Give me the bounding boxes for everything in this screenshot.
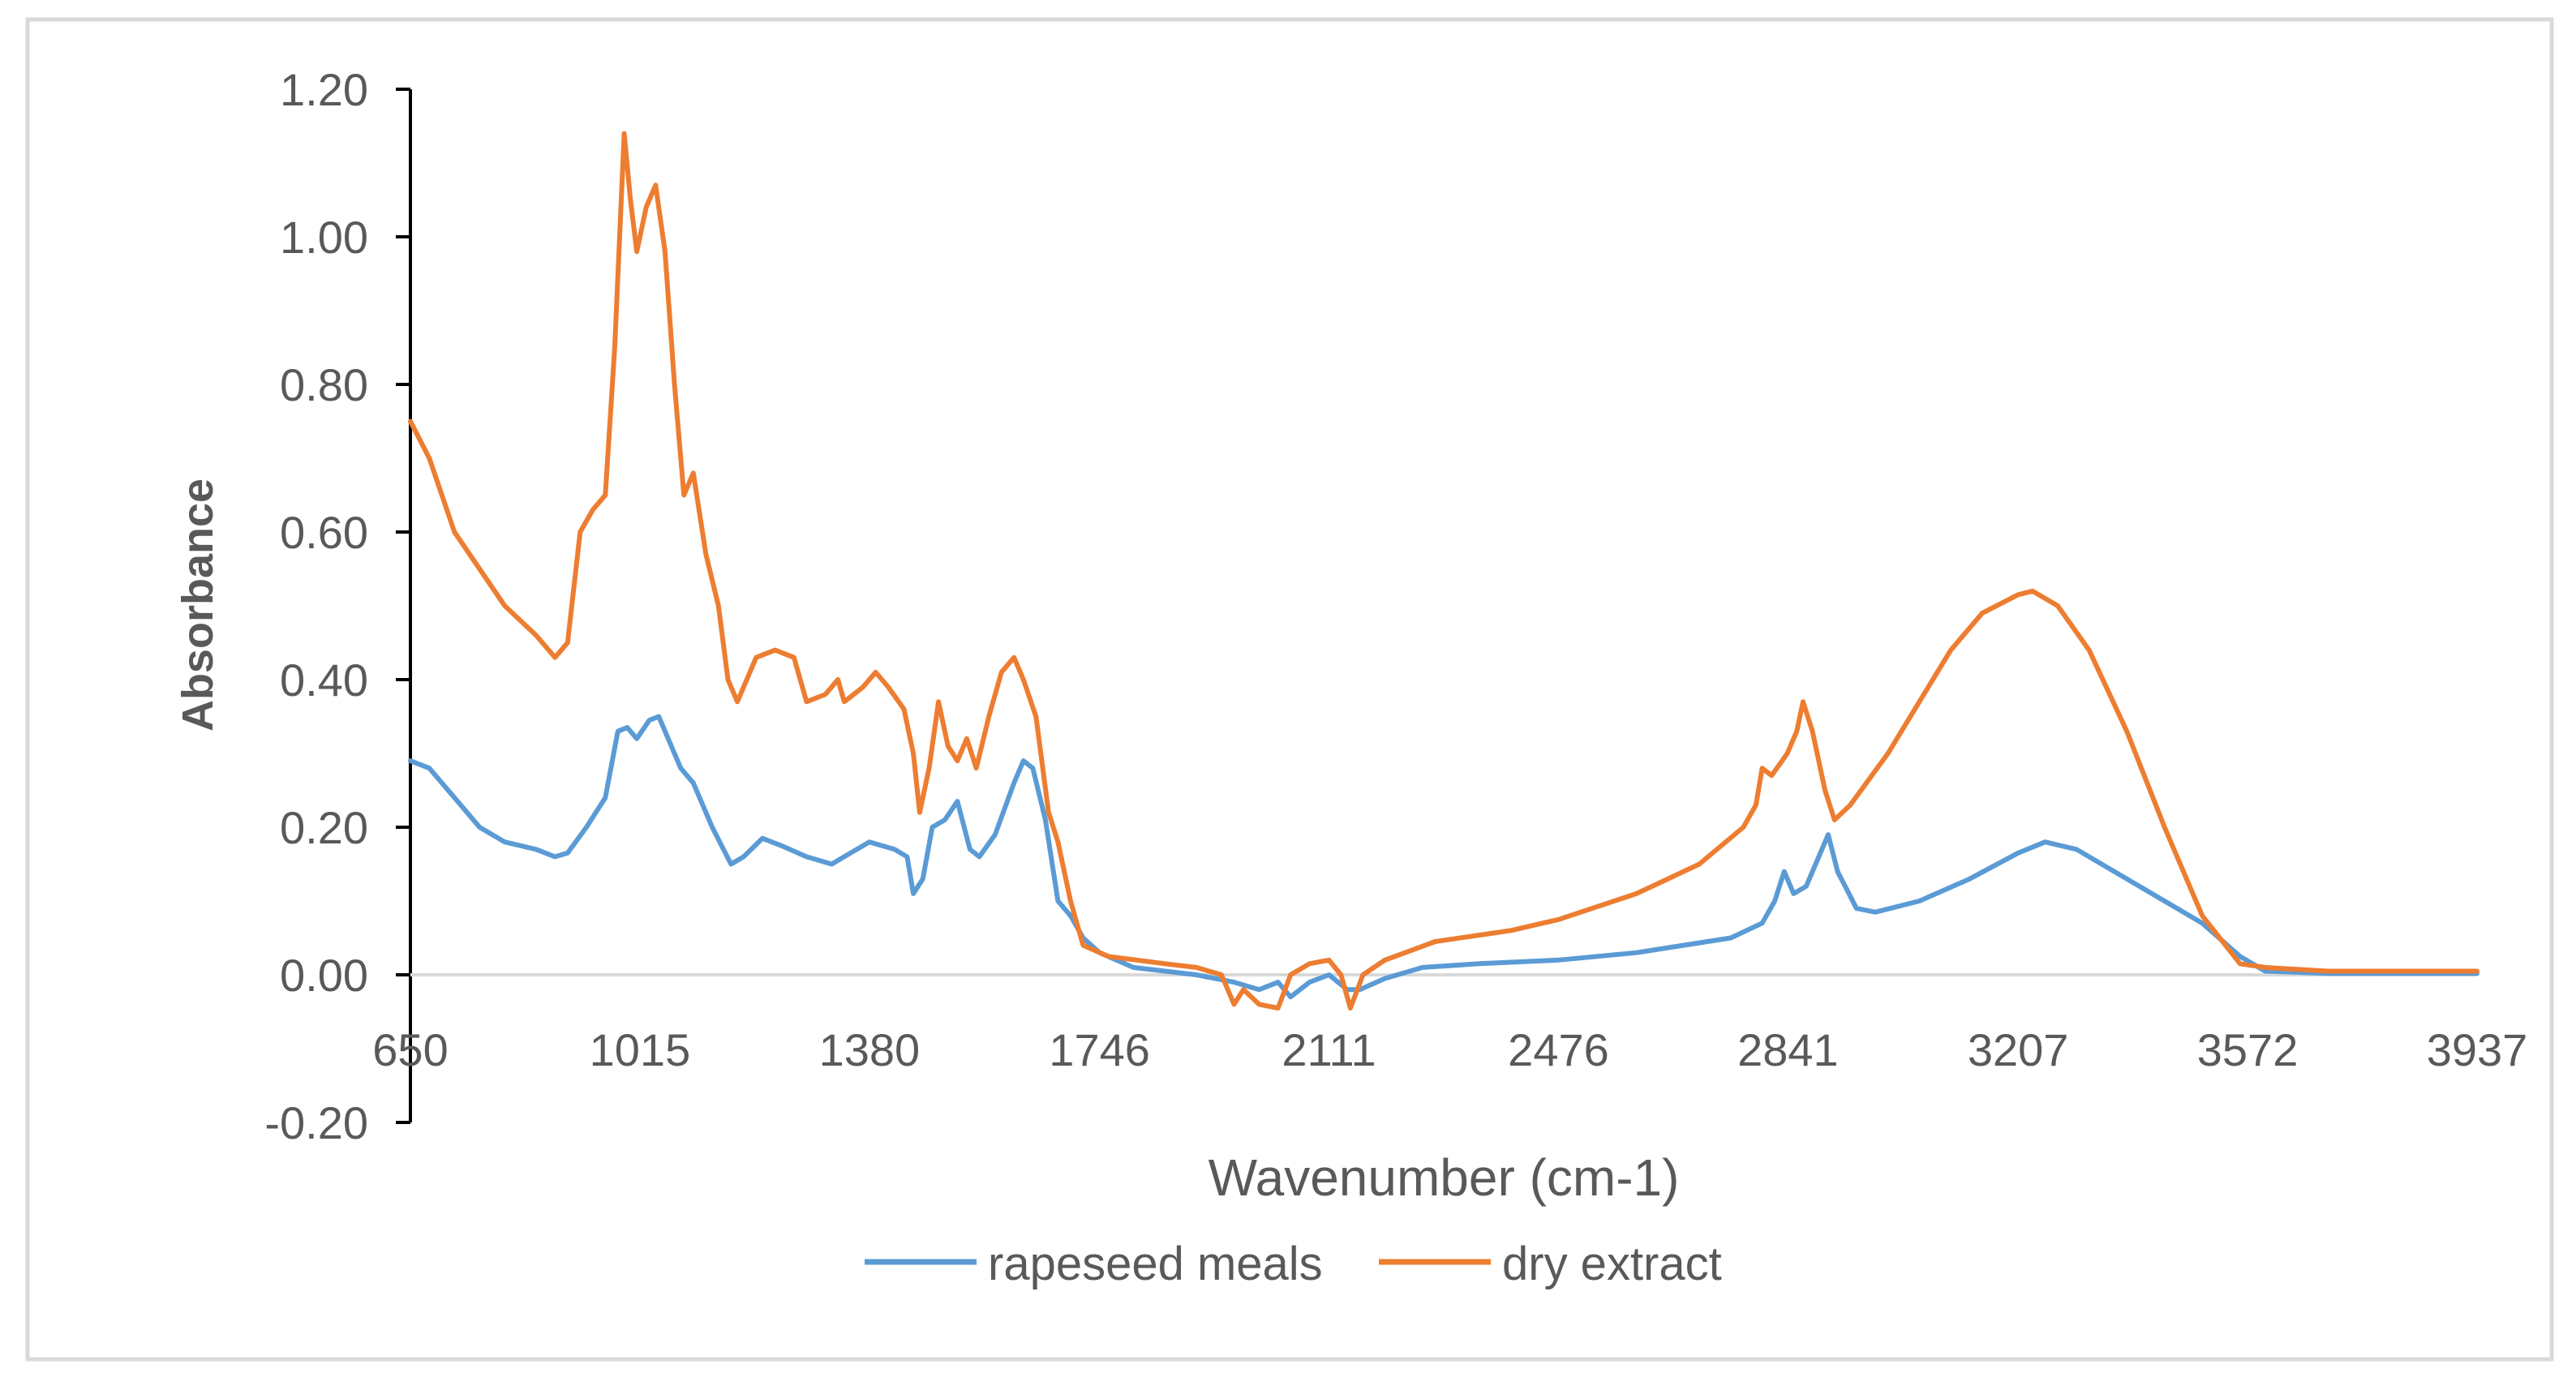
x-tick-label: 3572 xyxy=(2197,1024,2299,1075)
chart-area-border xyxy=(25,17,2554,1362)
y-axis-title: Absorbance xyxy=(174,478,222,732)
y-tick-label: 1.20 xyxy=(280,64,368,115)
y-tick-label: 0.40 xyxy=(280,654,368,706)
x-tick-label: 1380 xyxy=(819,1024,921,1075)
y-tick-label: 0.80 xyxy=(280,359,368,410)
x-tick-label: 1746 xyxy=(1049,1024,1150,1075)
x-tick-label: 2476 xyxy=(1508,1024,1609,1075)
legend-label-dry-extract: dry extract xyxy=(1502,1238,1722,1290)
x-tick-label: 650 xyxy=(372,1024,448,1075)
legend: rapeseed meals dry extract xyxy=(865,1238,1722,1290)
x-axis-title: Wavenumber (cm-1) xyxy=(1209,1148,1680,1207)
x-tick-label: 3207 xyxy=(1968,1024,2069,1075)
y-tick-label: -0.20 xyxy=(264,1097,368,1148)
y-axis-ticks: 1.20 1.00 0.80 0.60 0.40 0.20 0.00 -0.20 xyxy=(264,64,410,1148)
x-tick-label: 3937 xyxy=(2427,1024,2528,1075)
y-tick-label: 0.20 xyxy=(280,802,368,853)
x-axis-ticks: 650 1015 1380 1746 2111 2476 2841 3207 3572 3937 xyxy=(372,1024,2527,1075)
y-tick-label: 1.00 xyxy=(280,212,368,263)
x-tick-label: 1015 xyxy=(590,1024,691,1075)
y-tick-label: 0.00 xyxy=(280,950,368,1001)
x-tick-label: 2111 xyxy=(1282,1024,1376,1075)
series-line-dry-extract xyxy=(408,131,2479,1011)
legend-label-rapeseed-meals: rapeseed meals xyxy=(988,1238,1323,1290)
y-tick-label: 0.60 xyxy=(280,507,368,558)
x-tick-label: 2841 xyxy=(1737,1024,1839,1075)
series-group xyxy=(408,131,2479,1011)
series-line-rapeseed-meals xyxy=(408,714,2479,1000)
